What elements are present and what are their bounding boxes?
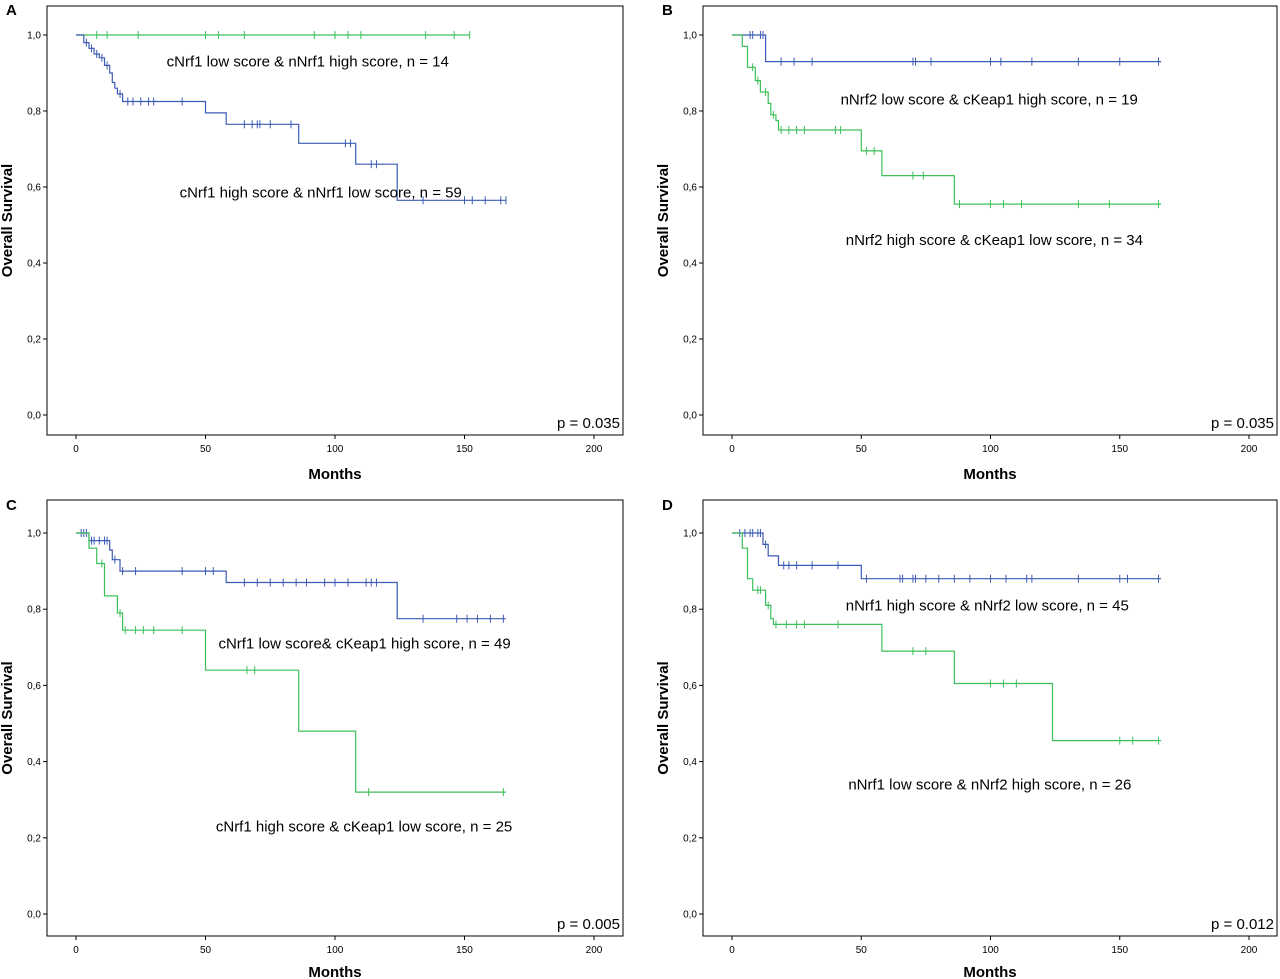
- y-tick-label: 0,6: [27, 183, 41, 194]
- y-tick-label: 0,4: [27, 259, 41, 270]
- x-tick-label: 0: [73, 444, 79, 455]
- x-tick-label: 50: [200, 945, 212, 956]
- survival-curve-blue: [732, 34, 1162, 63]
- y-tick-label: 1,0: [27, 529, 41, 540]
- survival-curve-blue: [732, 532, 1162, 580]
- panel-c: C 0,0 0,2 0,4 0,6 0,8 1,0 0 50 100 150 200 Months Ove…: [0, 497, 624, 979]
- x-tick-label: 150: [1111, 444, 1128, 455]
- x-tick-label: 150: [456, 444, 473, 455]
- group-annotation: nNrf2 high score & cKeap1 low score, n =…: [846, 232, 1143, 249]
- y-tick-label: 0,0: [27, 411, 41, 422]
- group-annotation: nNrf1 high score & nNrf2 low score, n = …: [846, 597, 1129, 614]
- x-tick-label: 50: [856, 444, 868, 455]
- survival-curve-green: [732, 34, 1162, 205]
- y-tick-label: 0,2: [683, 335, 697, 346]
- survival-curve-blue: [76, 532, 506, 620]
- y-axis-title: Overall Survival: [655, 164, 672, 277]
- x-tick-label: 0: [73, 945, 79, 956]
- x-tick-label: 150: [1111, 945, 1128, 956]
- p-value: p = 0.012: [1211, 916, 1274, 933]
- y-axis-title: Overall Survival: [0, 661, 16, 774]
- x-tick-label: 0: [729, 945, 735, 956]
- group-annotation: cNrf1 high score & nNrf1 low score, n = …: [180, 185, 462, 202]
- group-annotation: cNrf1 low score& cKeap1 high score, n = …: [218, 635, 510, 652]
- x-axis-title: Months: [963, 466, 1016, 483]
- panel-letter: D: [662, 497, 673, 514]
- x-tick-label: 50: [200, 444, 212, 455]
- y-tick-label: 0,0: [683, 910, 697, 921]
- x-tick-label: 100: [982, 945, 999, 956]
- y-tick-label: 0,4: [683, 757, 697, 768]
- x-axis-title: Months: [308, 466, 361, 483]
- panel-letter: C: [6, 497, 17, 514]
- y-tick-label: 0,8: [683, 605, 697, 616]
- y-tick-label: 1,0: [27, 31, 41, 42]
- y-tick-label: 1,0: [683, 31, 697, 42]
- y-tick-label: 0,2: [27, 335, 41, 346]
- y-tick-label: 0,2: [27, 833, 41, 844]
- x-tick-label: 100: [982, 444, 999, 455]
- x-tick-label: 100: [327, 945, 344, 956]
- p-value: p = 0.005: [557, 916, 620, 933]
- x-tick-label: 200: [586, 945, 603, 956]
- panel-b: B 0,0 0,2 0,4 0,6 0,8 1,0 0 50 100 150 200 Months Ove…: [655, 2, 1278, 483]
- group-annotation: nNrf2 low score & cKeap1 high score, n =…: [841, 92, 1138, 109]
- x-tick-label: 50: [856, 945, 868, 956]
- group-annotation: cNrf1 low score & nNrf1 high score, n = …: [167, 54, 449, 71]
- panel-d: D 0,0 0,2 0,4 0,6 0,8 1,0 0 50 100 150 200 Months Ove…: [655, 497, 1278, 979]
- y-tick-label: 0,8: [683, 107, 697, 118]
- survival-curve-green: [732, 532, 1162, 742]
- x-axis-title: Months: [308, 964, 361, 979]
- y-tick-label: 0,0: [683, 411, 697, 422]
- p-value: p = 0.035: [1211, 415, 1274, 432]
- y-axis-title: Overall Survival: [655, 661, 672, 774]
- panel-letter: A: [6, 2, 17, 19]
- y-tick-label: 0,6: [683, 183, 697, 194]
- y-tick-label: 0,6: [683, 681, 697, 692]
- panel-a: A 0,0 0,2 0,4 0,6 0,8 1,0 0 50 100 150 200 Months Ove…: [0, 2, 624, 483]
- x-tick-label: 200: [1241, 444, 1258, 455]
- y-tick-label: 0,0: [27, 910, 41, 921]
- plot-frame: [702, 5, 1278, 436]
- y-tick-label: 0,4: [683, 259, 697, 270]
- group-annotation: cNrf1 high score & cKeap1 low score, n =…: [216, 818, 512, 835]
- x-tick-label: 0: [729, 444, 735, 455]
- x-tick-label: 200: [586, 444, 603, 455]
- plot-frame: [46, 499, 624, 937]
- x-tick-label: 150: [456, 945, 473, 956]
- y-tick-label: 0,8: [27, 605, 41, 616]
- p-value: p = 0.035: [557, 415, 620, 432]
- x-axis-title: Months: [963, 964, 1016, 979]
- panel-letter: B: [662, 2, 673, 19]
- group-annotation: nNrf1 low score & nNrf2 high score, n = …: [848, 776, 1131, 793]
- y-tick-label: 0,6: [27, 681, 41, 692]
- y-tick-label: 1,0: [683, 529, 697, 540]
- x-tick-label: 200: [1241, 945, 1258, 956]
- survival-curve-blue: [76, 34, 506, 201]
- y-axis-title: Overall Survival: [0, 164, 16, 277]
- y-tick-label: 0,2: [683, 833, 697, 844]
- survival-curve-green: [76, 532, 506, 793]
- y-tick-label: 0,8: [27, 107, 41, 118]
- x-tick-label: 100: [327, 444, 344, 455]
- y-tick-label: 0,4: [27, 757, 41, 768]
